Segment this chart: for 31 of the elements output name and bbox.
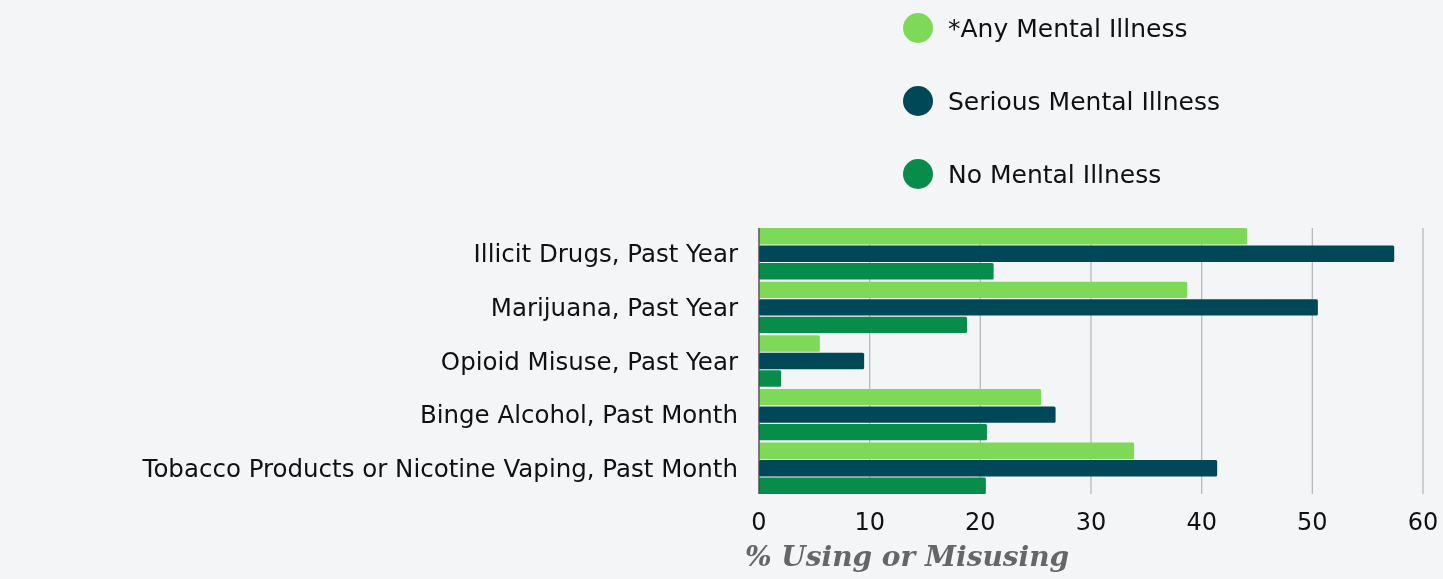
x-tick-label: 20 — [965, 508, 996, 537]
legend-label: Serious Mental Illness — [948, 86, 1220, 116]
y-tick-label: Opioid Misuse, Past Year — [440, 346, 739, 376]
bar — [759, 442, 1135, 459]
x-tick-label: 0 — [751, 508, 767, 537]
bar — [759, 406, 1056, 423]
y-tick-label: Illicit Drugs, Past Year — [473, 239, 739, 269]
bar — [759, 228, 1248, 245]
bar — [759, 477, 986, 494]
bar — [759, 388, 1042, 406]
x-tick-label: 10 — [854, 508, 885, 537]
y-tick-label: Tobacco Products or Nicotine Vaping, Past Month — [141, 453, 738, 483]
bar — [759, 299, 1318, 316]
y-tick-label: Marijuana, Past Year — [490, 292, 739, 322]
bar — [759, 335, 820, 352]
x-tick-label: 60 — [1407, 508, 1439, 537]
bar — [759, 460, 1218, 477]
bar — [759, 281, 1188, 299]
x-tick-label: 30 — [1075, 508, 1107, 537]
bar — [759, 370, 782, 387]
x-axis-title: % Using or Misusing — [745, 540, 1070, 573]
bar — [759, 352, 865, 370]
bar — [759, 263, 994, 280]
bar — [759, 423, 987, 441]
legend-label: *Any Mental Illness — [948, 13, 1188, 43]
bar — [759, 245, 1395, 262]
x-tick-label: 40 — [1186, 508, 1217, 537]
y-tick-label: Binge Alcohol, Past Month — [419, 400, 738, 430]
bar — [759, 316, 968, 334]
x-tick-label: 50 — [1297, 508, 1328, 537]
legend-label: No Mental Illness — [948, 159, 1162, 189]
